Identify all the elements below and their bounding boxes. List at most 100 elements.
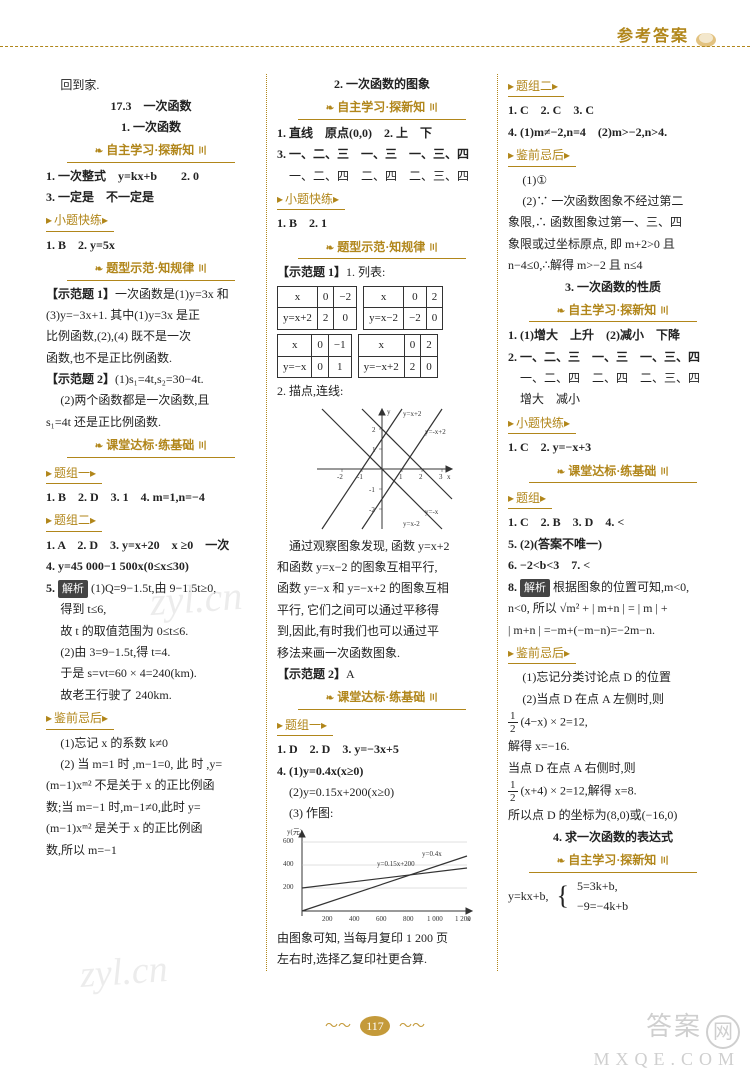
mini-header-group2: ▸题组二▸	[508, 76, 564, 97]
text: 3. 一定是 不一定是	[46, 187, 256, 207]
text: 一、二、四 二、四 二、三、四	[277, 166, 487, 186]
text: 1. B 2. y=5x	[46, 235, 256, 255]
text: (2)当点 D 在点 A 左侧时,则	[508, 689, 718, 709]
cell: 0	[426, 308, 443, 330]
cell: −2	[334, 286, 357, 308]
svg-text:1: 1	[399, 473, 403, 481]
cell: 0	[421, 356, 438, 378]
svg-text:y=-x+2: y=-x+2	[425, 428, 446, 436]
text: 由图象可知, 当每月复印 1 200 页	[277, 928, 487, 948]
text: 所以点 D 的坐标为(8,0)或(−16,0)	[508, 805, 718, 825]
cell: 1	[328, 356, 351, 378]
text: n−4≤0,∴解得 m>−2 且 n≤4	[508, 255, 718, 275]
label: 课堂达标·练基础	[337, 690, 425, 704]
watermark: zyl.cn	[79, 947, 169, 997]
page-header-title: 参考答案	[617, 28, 689, 45]
cell: x	[358, 334, 404, 356]
mini-header-jq: ▸鉴前忌后▸	[46, 708, 114, 729]
watermark: zyl.cn	[148, 572, 243, 625]
cell: x	[278, 286, 318, 308]
cell: −2	[404, 308, 427, 330]
section-number: 17.3 一次函数	[46, 96, 256, 116]
explore-header: ❧ 自主学习·探新知 〣	[529, 850, 697, 872]
header-divider	[0, 46, 750, 47]
text: 1. C 2. C 3. C	[508, 100, 718, 120]
example-label: 【示范题 2】	[277, 667, 346, 681]
svg-text:-1: -1	[369, 486, 375, 494]
text: 1. C 2. y=−x+3	[508, 437, 718, 457]
text: 【示范题 2】(1)s₁=4t,s₂=30−4t.	[46, 369, 256, 389]
svg-text:200: 200	[283, 883, 294, 891]
svg-text:400: 400	[349, 915, 360, 923]
cell: −1	[328, 334, 351, 356]
equation: 12 (4−x) × 2=12,	[508, 710, 718, 735]
cell: 2	[317, 308, 334, 330]
cell: 0	[404, 286, 427, 308]
explore-header: ❧ 自主学习·探新知 〣	[529, 300, 697, 322]
text: 和函数 y=x−2 的图象互相平行,	[277, 557, 487, 577]
text: (3) 作图:	[277, 803, 487, 823]
text: 通过观察图象发现, 函数 y=x+2	[277, 536, 487, 556]
text: 4. (1)m≠−2,n=4 (2)m>−2,n>4.	[508, 122, 718, 142]
table: x02 y=x−2−20	[363, 286, 443, 330]
svg-text:y=0.4x: y=0.4x	[422, 850, 442, 858]
text: 象限,∴ 函数图象过第一、三、四	[508, 212, 718, 232]
cell: y=x+2	[278, 308, 318, 330]
mini-header-group1: ▸题组一▸	[277, 715, 333, 736]
cell: 2	[421, 334, 438, 356]
text: (3)y=−3x+1. 其中(1)y=3x 是正	[46, 305, 256, 325]
text: 【示范题 2】A	[277, 664, 487, 684]
text: 【示范题 1】1. 列表:	[277, 262, 487, 282]
svg-text:-2: -2	[337, 473, 343, 481]
text: 1. B 2. 1	[277, 213, 487, 233]
example-header: ❧ 题型示范·知规律 〣	[67, 258, 235, 280]
cell: 0	[404, 334, 421, 356]
table: x0−2 y=x+220	[277, 286, 357, 330]
mini-header-jq: ▸鉴前忌后▸	[508, 643, 576, 664]
line-chart-copy: y(元)x 200400600 2004006008001 0001 200 y…	[277, 826, 477, 926]
svg-text:y=x-2: y=x-2	[403, 520, 420, 528]
svg-text:-2: -2	[369, 506, 375, 514]
text: (1)s₁=4t,s₂=30−4t.	[115, 372, 204, 386]
svg-text:x: x	[447, 473, 451, 481]
svg-text:-1: -1	[357, 473, 363, 481]
text: 解得 x=−16.	[508, 736, 718, 756]
text: (2)两个函数都是一次函数,且	[46, 390, 256, 410]
class-header: ❧ 课堂达标·练基础 〣	[67, 435, 235, 457]
text: 8. 解析 根据图象的位置可知,m<0,	[508, 577, 718, 598]
cell: 0	[312, 334, 329, 356]
example-label: 【示范题 1】	[277, 265, 346, 279]
label: 题型示范·知规律	[106, 261, 194, 275]
text: 数,所以 m=−1	[46, 840, 256, 860]
label: 小题快练	[516, 416, 564, 430]
equation: 12 (x+4) × 2=12,解得 x=8.	[508, 779, 718, 804]
svg-text:2: 2	[419, 473, 423, 481]
text: 一、二、四 二、四 二、三、四	[508, 368, 718, 388]
example-header: ❧ 题型示范·知规律 〣	[298, 237, 466, 259]
label: 小题快练	[285, 192, 333, 206]
watermark-text: 答案	[646, 1012, 702, 1041]
explore-header: ❧ 自主学习·探新知 〣	[67, 140, 235, 162]
text: 1. D 2. D 3. y=−3x+5	[277, 739, 487, 759]
cell: 2	[404, 356, 421, 378]
watermark-text: MXQE.COM	[593, 1049, 740, 1070]
analysis-badge: 解析	[520, 579, 550, 598]
text: n<0, 所以 √m² + | m+n | = | m | +	[508, 598, 718, 618]
label: 题组	[516, 491, 540, 505]
cell: 0	[312, 356, 329, 378]
example-label: 【示范题 2】	[46, 372, 115, 386]
svg-text:y(元): y(元)	[287, 828, 303, 836]
column-1: 回到家. 17.3 一次函数 1. 一次函数 ❧ 自主学习·探新知 〣 1. 一…	[40, 74, 262, 971]
text: 移法来画一次函数图象.	[277, 643, 487, 663]
text: 5. (2)(答案不唯一)	[508, 534, 718, 554]
label: 题组二	[516, 79, 552, 93]
text: 函数,也不是正比例函数.	[46, 348, 256, 368]
text: 1. C 2. B 3. D 4. <	[508, 512, 718, 532]
cell: 2	[426, 286, 443, 308]
label: 5.	[46, 581, 58, 595]
text: 当点 D 在点 A 右侧时,则	[508, 758, 718, 778]
label: 课堂达标·练基础	[568, 464, 656, 478]
text: (x+4) × 2=12,解得 x=8.	[521, 784, 637, 798]
text: 2. 描点,连线:	[277, 381, 487, 401]
svg-text:400: 400	[283, 860, 294, 868]
